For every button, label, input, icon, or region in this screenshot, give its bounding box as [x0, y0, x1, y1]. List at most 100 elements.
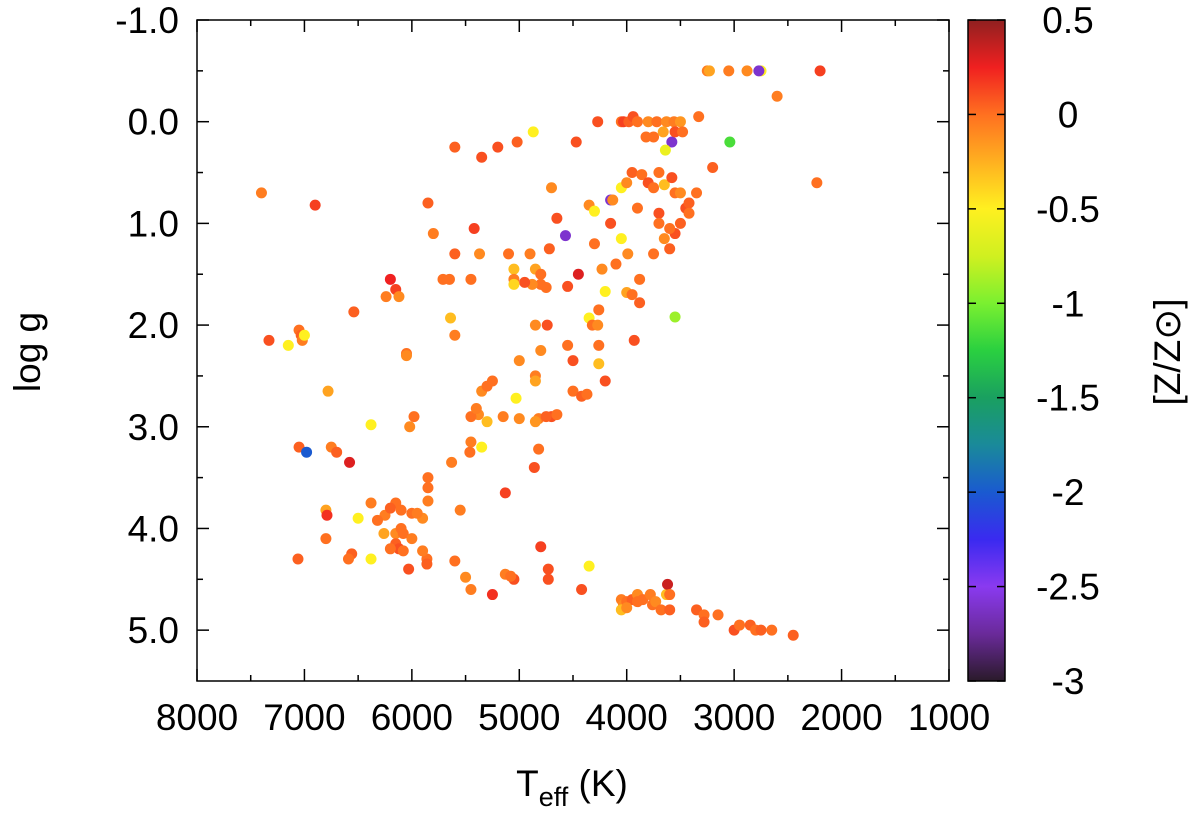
scatter-point: [567, 385, 579, 397]
scatter-point: [397, 528, 409, 540]
scatter-point: [464, 446, 476, 458]
scatter-point: [519, 276, 531, 288]
scatter-point: [476, 441, 488, 453]
scatter-point: [511, 136, 523, 148]
scatter-point: [674, 187, 686, 199]
scatter-point: [282, 339, 294, 351]
scatter-point: [622, 248, 634, 260]
scatter-point: [677, 126, 689, 138]
scatter-point: [543, 243, 555, 255]
scatter-point: [648, 131, 660, 143]
scatter-point: [540, 281, 552, 293]
scatter-point: [365, 419, 377, 431]
scatter-point: [669, 126, 681, 138]
colorbar-tick-label: -2.5: [1036, 567, 1100, 608]
scatter-point: [631, 596, 643, 608]
scatter-point: [642, 116, 654, 128]
scatter-point: [599, 375, 611, 387]
scatter-point: [593, 304, 605, 316]
scatter-point: [529, 416, 541, 428]
scatter-point: [331, 446, 343, 458]
scatter-point: [263, 334, 275, 346]
y-tick-label: 2.0: [128, 305, 179, 346]
scatter-point: [567, 355, 579, 367]
scatter-point: [535, 345, 547, 356]
scatter-point: [421, 558, 433, 570]
scatter-point: [499, 487, 511, 499]
scatter-point: [655, 604, 667, 616]
x-tick-label: 1000: [908, 697, 990, 738]
colorbar-tick-label: -0.5: [1036, 189, 1100, 230]
scatter-point: [583, 560, 595, 572]
colorbar: [967, 19, 1006, 682]
data-points: [255, 65, 826, 641]
x-axis-ticks: 8000 7000 6000 5000 4000 3000 2000 1000: [156, 20, 990, 738]
scatter-point: [662, 578, 674, 590]
scatter-point: [631, 116, 643, 128]
scatter-point: [605, 217, 617, 229]
scatter-point: [384, 543, 396, 555]
scatter-point: [510, 392, 522, 404]
colorbar-title: [Z/Z⊙]: [1147, 298, 1188, 405]
scatter-point: [755, 624, 767, 636]
scatter-point: [422, 472, 434, 484]
y-tick-label: 1.0: [128, 203, 179, 244]
scatter-point: [653, 207, 665, 219]
scatter-point: [741, 65, 753, 77]
scatter-point: [814, 65, 826, 77]
scatter-point: [380, 291, 392, 303]
x-axis-title-main: T: [516, 763, 539, 804]
scatter-point: [427, 228, 439, 240]
scatter-point: [674, 116, 686, 128]
scatter-point: [693, 111, 705, 123]
scatter-point: [588, 205, 600, 217]
scatter-point: [546, 182, 558, 194]
scatter-point: [403, 563, 415, 575]
scatter-point: [664, 243, 676, 255]
scatter-point: [320, 533, 332, 545]
x-axis-title-unit: (K): [568, 763, 628, 804]
scatter-point: [562, 339, 574, 351]
scatter-point: [599, 286, 611, 298]
scatter-point: [651, 116, 663, 128]
plot-frame: [196, 19, 950, 682]
scatter-point: [445, 312, 457, 324]
scatter-point: [505, 570, 517, 582]
scatter-point: [712, 609, 724, 621]
scatter-point: [766, 624, 778, 636]
scatter-point: [476, 151, 488, 163]
x-tick-label: 4000: [586, 697, 668, 738]
scatter-point: [400, 350, 412, 362]
x-tick-label: 2000: [800, 697, 882, 738]
colorbar-tick-label: -1.5: [1036, 378, 1100, 419]
scatter-point: [691, 187, 703, 199]
scatter-point: [541, 319, 553, 331]
scatter-point: [703, 65, 715, 77]
scatter-point: [753, 65, 765, 77]
x-axis-title: Teff (K): [516, 763, 628, 812]
scatter-point: [492, 141, 504, 153]
scatter-point: [393, 291, 405, 303]
scatter-point: [365, 497, 377, 509]
scatter-point: [698, 616, 710, 628]
scatter-point: [384, 273, 396, 285]
scatter-point: [528, 461, 540, 473]
scatter-point: [650, 596, 662, 608]
y-tick-label: 4.0: [128, 508, 179, 549]
scatter-point: [787, 629, 799, 641]
scatter-point: [422, 495, 434, 507]
scatter-point: [664, 222, 676, 234]
scatter-point: [468, 222, 480, 234]
colorbar-ticks: 0.5 0 -0.5 -1 -1.5 -2 -2.5 -3: [968, 0, 1100, 702]
y-axis-title: log g: [7, 312, 48, 392]
scatter-point: [524, 248, 536, 260]
scatter-point: [344, 456, 356, 468]
scatter-point: [378, 528, 390, 540]
scatter-point: [533, 443, 545, 455]
scatter-point: [592, 116, 604, 128]
scatter-point: [529, 375, 541, 387]
x-tick-label: 7000: [263, 697, 345, 738]
scatter-point: [559, 230, 571, 242]
scatter-point: [529, 319, 541, 331]
